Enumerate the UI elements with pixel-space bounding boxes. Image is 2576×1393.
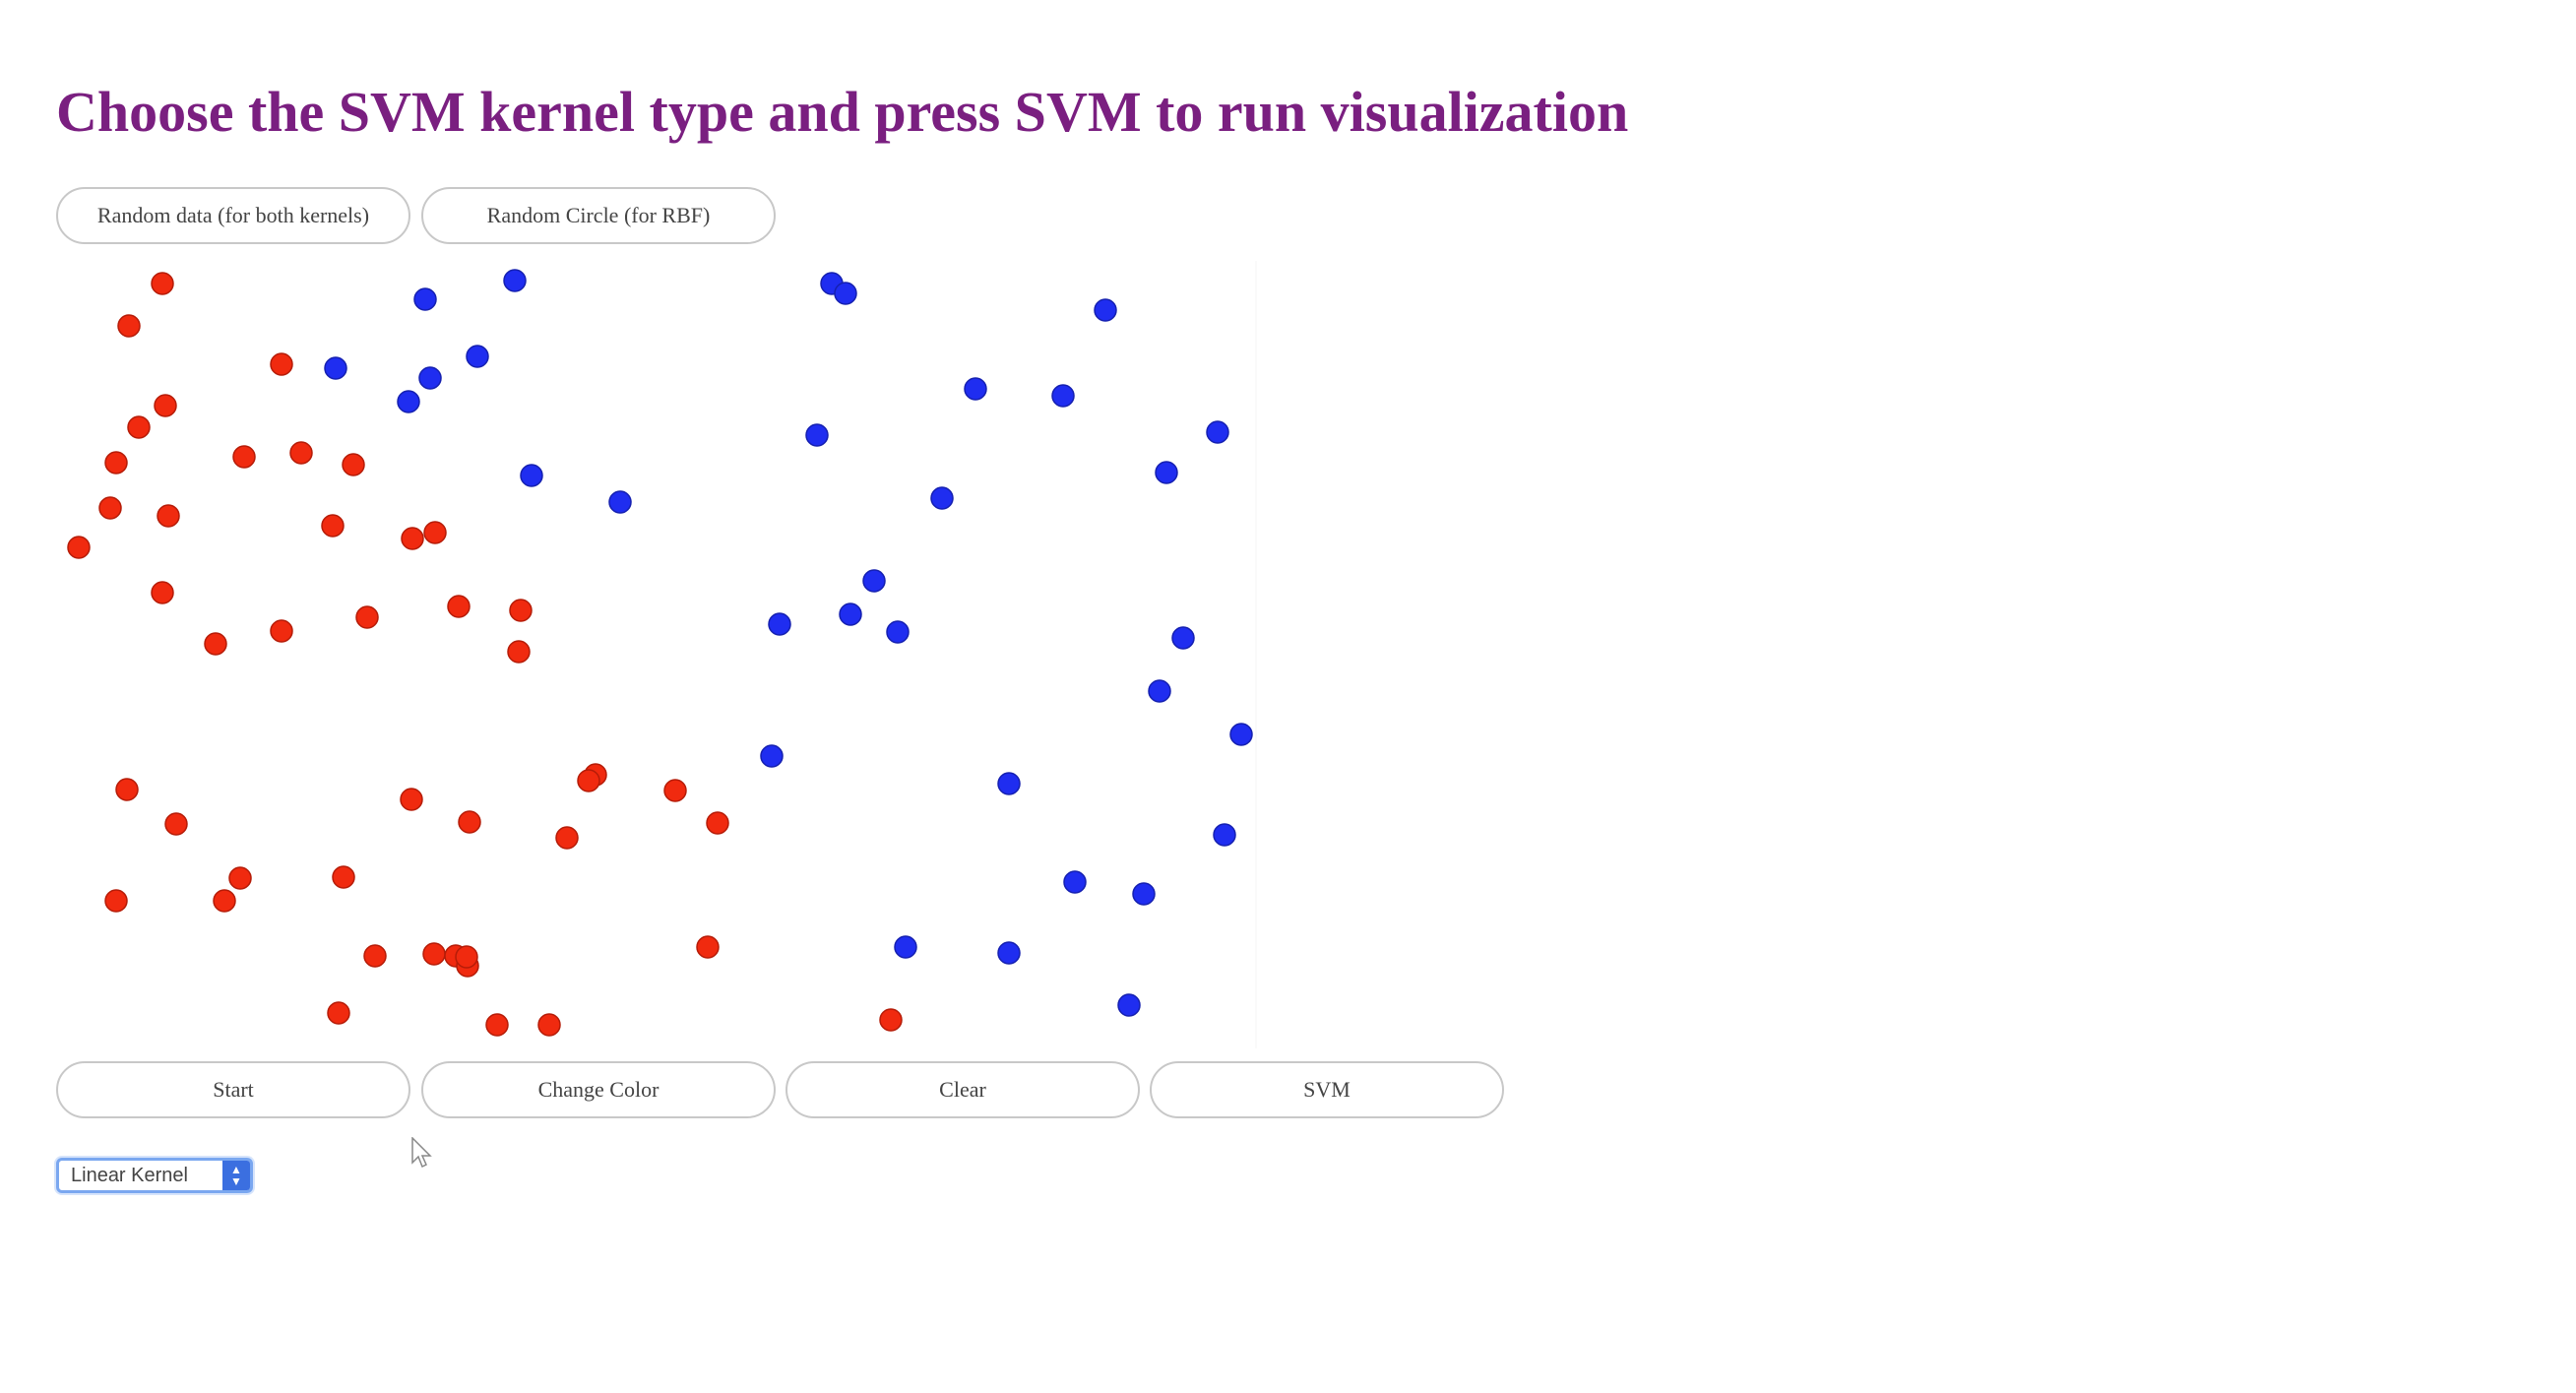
mouse-cursor-icon [411, 1137, 432, 1169]
clear-button[interactable]: Clear [785, 1061, 1140, 1118]
plot-svg[interactable] [56, 261, 1257, 1048]
blue-point [413, 287, 437, 311]
blue-point [1148, 679, 1171, 703]
red-point [485, 1013, 509, 1037]
blue-point [997, 941, 1021, 965]
red-point [270, 352, 293, 376]
red-point [98, 496, 122, 520]
red-point [355, 605, 379, 629]
red-point [423, 521, 447, 544]
blue-point [1063, 870, 1087, 894]
blue-point [1051, 384, 1075, 408]
red-point [232, 445, 256, 469]
red-point [400, 788, 423, 811]
random-circle-button[interactable]: Random Circle (for RBF) [421, 187, 776, 244]
red-point [164, 812, 188, 836]
blue-point [1155, 461, 1178, 484]
blue-point [418, 366, 442, 390]
red-point [204, 632, 227, 656]
red-point [663, 779, 687, 802]
red-point [327, 1001, 350, 1025]
red-point [455, 945, 478, 969]
red-point [706, 811, 729, 835]
red-point [363, 944, 387, 968]
red-point [537, 1013, 561, 1037]
red-point [270, 619, 293, 643]
kernel-select-value: Linear Kernel [71, 1164, 188, 1186]
blue-point [1094, 298, 1117, 322]
blue-point [805, 423, 829, 447]
red-point [213, 889, 236, 913]
blue-point [997, 772, 1021, 795]
red-point [67, 536, 91, 559]
random-data-button[interactable]: Random data (for both kernels) [56, 187, 410, 244]
red-point [342, 453, 365, 476]
page-title: Choose the SVM kernel type and press SVM… [56, 80, 1629, 144]
blue-point [834, 282, 857, 305]
start-button[interactable]: Start [56, 1061, 410, 1118]
blue-point [608, 490, 632, 514]
red-point [555, 826, 579, 850]
blue-point [839, 602, 862, 626]
red-point [127, 415, 151, 439]
change-color-button[interactable]: Change Color [421, 1061, 776, 1118]
blue-point [397, 390, 420, 413]
red-point [507, 640, 531, 664]
red-point [509, 599, 533, 622]
chevron-updown-icon: ▲ ▼ [222, 1161, 250, 1190]
blue-point [930, 486, 954, 510]
blue-point [760, 744, 784, 768]
red-point [104, 451, 128, 475]
red-point [332, 865, 355, 889]
red-point [151, 581, 174, 604]
blue-point [503, 269, 527, 292]
red-point [115, 778, 139, 801]
red-point [422, 942, 446, 966]
blue-point [1132, 882, 1156, 906]
red-point [228, 866, 252, 890]
red-point [447, 595, 471, 618]
red-point [577, 769, 600, 792]
red-point [879, 1008, 903, 1032]
red-point [151, 272, 174, 295]
red-point [696, 935, 720, 959]
blue-point [886, 620, 910, 644]
red-point [321, 514, 345, 538]
blue-point [466, 345, 489, 368]
svm-button[interactable]: SVM [1150, 1061, 1504, 1118]
blue-point [1206, 420, 1229, 444]
blue-point [894, 935, 917, 959]
blue-point [1117, 993, 1141, 1017]
red-point [104, 889, 128, 913]
blue-point [862, 569, 886, 593]
blue-point [520, 464, 543, 487]
plot-canvas[interactable] [56, 261, 1257, 1048]
kernel-select[interactable]: Linear Kernel ▲ ▼ [56, 1158, 253, 1193]
red-point [289, 441, 313, 465]
blue-point [964, 377, 987, 401]
blue-point [1229, 723, 1253, 746]
red-point [458, 810, 481, 834]
red-point [117, 314, 141, 338]
red-point [157, 504, 180, 528]
blue-point [1171, 626, 1195, 650]
blue-point [324, 356, 347, 380]
red-point [154, 394, 177, 417]
blue-point [1213, 823, 1236, 847]
blue-point [768, 612, 791, 636]
red-point [401, 527, 424, 550]
